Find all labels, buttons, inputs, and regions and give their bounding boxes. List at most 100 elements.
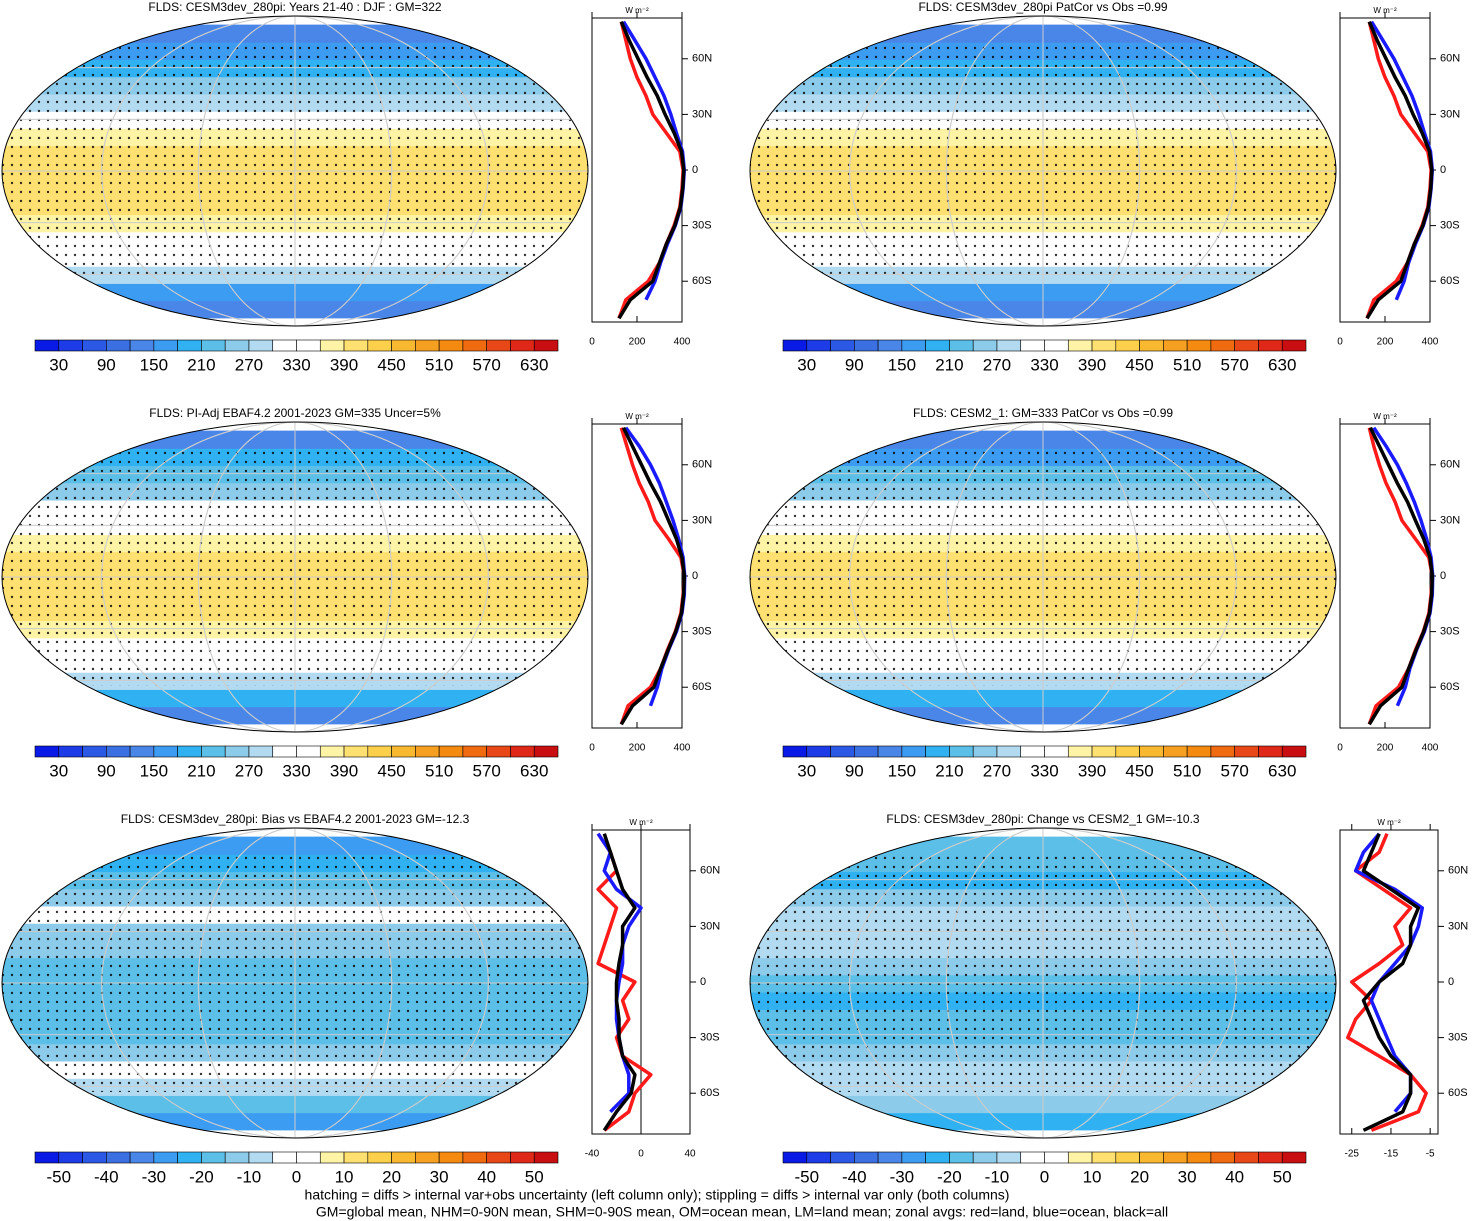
note: hatching = diffs > internal var+obs unce… <box>305 1187 1010 1203</box>
x-tick-label: -25 <box>1345 1149 1360 1160</box>
colorbar-label: -10 <box>985 1167 1010 1186</box>
colorbar-label: 90 <box>97 761 116 780</box>
map <box>750 828 1336 1138</box>
colorbar-box <box>177 339 202 352</box>
panel-title: FLDS: CESM2_1: GM=333 PatCor vs Obs =0.9… <box>913 406 1173 420</box>
colorbar-label: 150 <box>140 355 168 374</box>
map <box>750 16 1336 326</box>
x-tick-label: 0 <box>1337 743 1343 754</box>
colorbar-box <box>1067 745 1093 758</box>
colorbar-label: 30 <box>49 761 68 780</box>
y-tick-label: 30S <box>1448 1032 1468 1044</box>
colorbar-label: 630 <box>520 761 548 780</box>
y-tick-label: 30N <box>1448 920 1468 932</box>
colorbar-label: 150 <box>140 761 168 780</box>
colorbar-label: -10 <box>237 1167 262 1186</box>
x-tick-label: 200 <box>629 337 646 348</box>
colorbar-box <box>877 745 903 758</box>
colorbar-box <box>782 745 808 758</box>
panel: FLDS: CESM2_1: GM=333 PatCor vs Obs =0.9… <box>749 406 1460 780</box>
colorbar-box <box>996 745 1022 758</box>
colorbar-label: 50 <box>525 1167 544 1186</box>
colorbar-label: -20 <box>937 1167 962 1186</box>
colorbar-label: 330 <box>282 355 310 374</box>
colorbar-box <box>1258 1151 1283 1164</box>
colorbar-box <box>1020 339 1045 352</box>
y-tick-label: 60N <box>1440 53 1460 65</box>
colorbar-label: 10 <box>335 1167 354 1186</box>
colorbar-box <box>319 339 345 352</box>
units-label: W m⁻² <box>1377 818 1401 827</box>
colorbar-label: 90 <box>845 761 864 780</box>
colorbar-label: 30 <box>797 761 816 780</box>
colorbar-box <box>1139 745 1164 758</box>
colorbar-box <box>106 745 131 758</box>
colorbar-box <box>854 339 879 352</box>
colorbar-box <box>1234 339 1259 352</box>
map-border <box>1 15 589 327</box>
y-tick-label: 30S <box>1440 626 1460 638</box>
colorbar-label: -40 <box>94 1167 119 1186</box>
colorbar-box <box>1163 339 1188 352</box>
y-tick-label: 60S <box>692 681 712 693</box>
x-tick-label: -40 <box>585 1149 600 1160</box>
map-border <box>1 827 589 1139</box>
colorbar-box <box>996 1151 1022 1164</box>
colorbar-box <box>1258 339 1283 352</box>
panel: FLDS: PI-Adj EBAF4.2 2001-2023 GM=335 Un… <box>1 406 712 780</box>
colorbar-label: 10 <box>1083 1167 1102 1186</box>
map <box>2 828 588 1138</box>
colorbar-label: 30 <box>797 355 816 374</box>
colorbar-box <box>1115 745 1140 758</box>
colorbar-box <box>1281 339 1307 352</box>
panel-title: FLDS: CESM3dev_280pi PatCor vs Obs =0.99 <box>918 0 1167 14</box>
meridian <box>945 828 1141 1138</box>
zonal-line <box>1365 21 1434 320</box>
y-tick-label: 0 <box>1440 570 1446 582</box>
colorbar-box <box>367 339 392 352</box>
zonal-line <box>596 832 643 1114</box>
meridian <box>101 422 489 732</box>
y-tick-label: 60S <box>700 1087 720 1099</box>
map-border <box>749 421 1337 733</box>
zonal-line <box>596 832 653 1132</box>
colorbar-box <box>1139 1151 1164 1164</box>
colorbar-label: 570 <box>472 761 500 780</box>
colorbar-label: 90 <box>97 355 116 374</box>
x-tick-label: 400 <box>674 743 691 754</box>
zonal-frame <box>591 17 683 323</box>
meridian <box>101 16 489 326</box>
colorbar-box <box>1139 339 1164 352</box>
y-tick-label: 60N <box>700 865 720 877</box>
colorbar-box <box>510 339 535 352</box>
colorbar-box <box>1186 745 1212 758</box>
colorbar-label: 510 <box>425 761 453 780</box>
colorbar-box <box>1044 745 1069 758</box>
colorbar-label: 270 <box>983 355 1011 374</box>
x-tick-label: 400 <box>1422 337 1439 348</box>
colorbar-box <box>1281 745 1307 758</box>
x-tick-label: 400 <box>674 337 691 348</box>
colorbar-box <box>224 1151 250 1164</box>
colorbar-box <box>343 339 369 352</box>
panel-title: FLDS: CESM3dev_280pi: Years 21-40 : DJF … <box>148 0 441 14</box>
colorbar-box <box>129 339 155 352</box>
x-tick-label: 0 <box>1337 337 1343 348</box>
colorbar-box <box>925 339 950 352</box>
zonal-line <box>1346 833 1428 1132</box>
colorbar-label: 210 <box>935 355 963 374</box>
colorbar-box <box>1020 745 1045 758</box>
colorbar-box <box>201 745 226 758</box>
panel-title: FLDS: CESM3dev_280pi: Bias vs EBAF4.2 20… <box>121 812 470 826</box>
colorbar-box <box>296 745 321 758</box>
zonal-line <box>619 426 687 726</box>
colorbar-label: 510 <box>1173 355 1201 374</box>
colorbar-label: -50 <box>794 1167 819 1186</box>
colorbar-box <box>58 339 83 352</box>
panel: FLDS: CESM3dev_280pi: Years 21-40 : DJF … <box>1 0 712 374</box>
colorbar-box <box>248 339 274 352</box>
colorbar-label: 20 <box>1130 1167 1149 1186</box>
colorbar-label: 270 <box>235 355 263 374</box>
